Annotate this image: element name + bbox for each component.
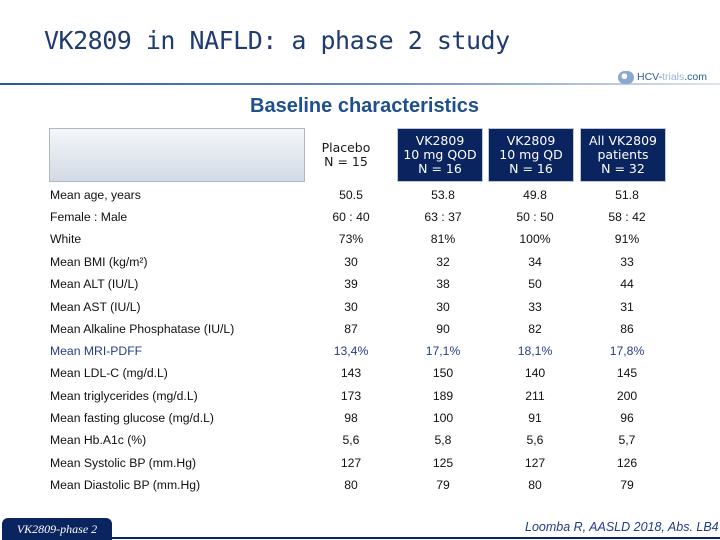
row-value: 33 (620, 255, 634, 269)
table-row: Mean Diastolic BP (mm.Hg) 80 79 80 79 (50, 474, 674, 496)
row-label: Mean Systolic BP (mm.Hg) (50, 456, 197, 470)
row-value: 5,8 (434, 433, 452, 447)
row-label: Female : Male (50, 210, 128, 224)
table-corner-cell (49, 128, 305, 182)
row-value: 98 (344, 411, 358, 425)
hcv-trials-logo-text: HCV-trials.com (637, 71, 708, 83)
table-row: Mean age, years 50.5 53.8 49.8 51.8 (50, 184, 674, 206)
table-row: Mean fasting glucose (mg/d.L) 98 100 91 96 (50, 407, 674, 429)
row-value: 49.8 (523, 188, 547, 202)
row-value: 145 (616, 366, 638, 380)
row-value: 79 (620, 478, 634, 492)
title-divider (0, 83, 720, 85)
row-value: 17,1% (425, 344, 461, 358)
row-value: 44 (620, 277, 634, 291)
row-value: 125 (432, 456, 454, 470)
row-value: 91 (528, 411, 542, 425)
row-value: 30 (436, 300, 450, 314)
row-label: Mean Hb.A1c (%) (50, 433, 147, 447)
row-value: 100 (432, 411, 454, 425)
row-value: 13,4% (333, 344, 369, 358)
row-value: 87 (344, 322, 358, 336)
table-row: Mean Alkaline Phosphatase (IU/L) 87 90 82 86 (50, 318, 674, 340)
table-row: Mean Hb.A1c (%) 5,6 5,8 5,6 5,7 (50, 429, 674, 451)
column-header-all-vk2809: All VK2809 patients N = 32 (580, 128, 666, 182)
table-row: Mean AST (IU/L) 30 30 33 31 (50, 296, 674, 318)
row-value: 17,8% (609, 344, 645, 358)
row-value: 189 (432, 389, 454, 403)
footer-tab: VK2809-phase 2 (2, 518, 112, 540)
row-label: Mean ALT (IU/L) (50, 277, 139, 291)
row-value: 211 (525, 389, 545, 403)
row-value: 53.8 (431, 188, 455, 202)
row-value: 96 (620, 411, 634, 425)
footer-tab-label: VK2809-phase 2 (16, 521, 98, 536)
row-value: 80 (344, 478, 358, 492)
row-value: 31 (620, 300, 634, 314)
table-row: Female : Male 60 : 40 63 : 37 50 : 50 58 : 4… (50, 206, 674, 228)
table-row: Mean BMI (kg/m²) 30 32 34 33 (50, 251, 674, 273)
row-label: Mean LDL-C (mg/d.L) (50, 366, 168, 380)
row-label: Mean Alkaline Phosphatase (IU/L) (50, 322, 235, 336)
row-label: Mean MRI-PDFF (50, 344, 143, 358)
row-value: 33 (528, 300, 542, 314)
table-row: Mean triglycerides (mg/d.L) 173 189 211 200 (50, 385, 674, 407)
row-value: 86 (620, 322, 634, 336)
hcv-trials-logo-icon (618, 70, 634, 84)
column-header-vk2809-qd: VK2809 10 mg QD N = 16 (488, 128, 574, 182)
row-value: 58 : 42 (608, 210, 646, 224)
row-value: 143 (340, 366, 362, 380)
row-value: 100% (519, 232, 551, 246)
table-row: Mean Systolic BP (mm.Hg) 127 125 127 126 (50, 452, 674, 474)
row-value: 50 : 50 (516, 210, 554, 224)
column-header-vk2809-qod: VK2809 10 mg QOD N = 16 (397, 128, 483, 182)
table-row: White 73% 81% 100% 91% (50, 228, 674, 250)
row-value: 73% (338, 232, 364, 246)
row-value: 32 (436, 255, 450, 269)
row-value: 50.5 (339, 188, 363, 202)
row-value: 91% (614, 232, 640, 246)
table-row: Mean LDL-C (mg/d.L) 143 150 140 145 (50, 362, 674, 384)
row-value: 200 (616, 389, 638, 403)
row-value: 38 (436, 277, 450, 291)
row-value: 34 (528, 255, 542, 269)
row-label: Mean fasting glucose (mg/d.L) (50, 411, 214, 425)
row-label: Mean triglycerides (mg/d.L) (50, 389, 198, 403)
row-value: 127 (524, 456, 546, 470)
row-value: 126 (616, 456, 638, 470)
row-label: Mean BMI (kg/m²) (50, 255, 148, 269)
row-value: 5,7 (618, 433, 636, 447)
row-value: 5,6 (342, 433, 360, 447)
row-label: Mean age, years (50, 188, 141, 202)
row-value: 80 (528, 478, 542, 492)
row-value: 50 (528, 277, 542, 291)
row-value: 127 (340, 456, 362, 470)
row-value: 90 (436, 322, 450, 336)
row-label: White (50, 232, 82, 246)
table-row: Mean MRI-PDFF 13,4% 17,1% 18,1% 17,8% (50, 340, 674, 362)
column-header-placebo: Placebo N = 15 (305, 128, 387, 182)
row-label: Mean AST (IU/L) (50, 300, 141, 314)
row-value: 140 (524, 366, 546, 380)
row-value: 63 : 37 (424, 210, 462, 224)
row-value: 30 (344, 300, 358, 314)
page-title: VK2809 in NAFLD: a phase 2 study (44, 26, 510, 55)
row-value: 173 (340, 389, 362, 403)
table-row: Mean ALT (IU/L) 39 38 50 44 (50, 273, 674, 295)
row-value: 81% (430, 232, 456, 246)
row-label: Mean Diastolic BP (mm.Hg) (50, 478, 201, 492)
footer-divider (112, 537, 720, 539)
hcv-trials-logo: HCV-trials.com (618, 68, 718, 86)
section-subtitle: Baseline characteristics (250, 95, 480, 117)
row-value: 79 (436, 478, 450, 492)
row-value: 39 (344, 277, 358, 291)
row-value: 82 (528, 322, 542, 336)
row-value: 5,6 (526, 433, 544, 447)
row-value: 51.8 (615, 188, 639, 202)
row-value: 30 (344, 255, 358, 269)
row-value: 150 (432, 366, 454, 380)
row-value: 18,1% (517, 344, 553, 358)
citation: Loomba R, AASLD 2018, Abs. LB4 (525, 520, 719, 534)
row-value: 60 : 40 (332, 210, 370, 224)
